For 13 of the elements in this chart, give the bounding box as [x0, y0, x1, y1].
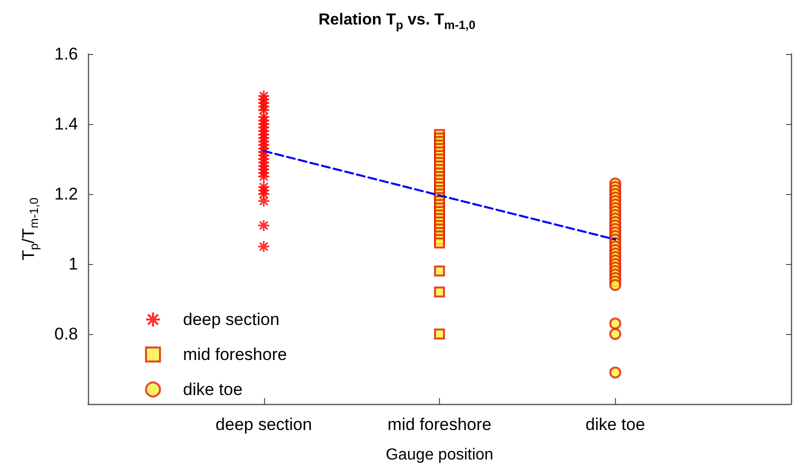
y-tick-label: 1.4 — [54, 114, 78, 134]
y-axis-title: Tp/Tm-1,0 — [19, 197, 41, 260]
legend-label: deep section — [183, 310, 280, 329]
x-tick-label: dike toe — [585, 415, 646, 434]
y-tick-label: 1.6 — [54, 44, 78, 64]
legend-label: mid foreshore — [183, 345, 287, 364]
legend-label: dike toe — [183, 380, 243, 399]
y-tick-label: 0.8 — [54, 324, 78, 344]
x-axis-title: Gauge position — [386, 446, 494, 464]
y-tick-label: 1.2 — [54, 184, 78, 204]
x-tick-label: deep section — [216, 415, 312, 434]
x-tick-label: mid foreshore — [388, 415, 492, 434]
y-tick-label: 1 — [68, 254, 78, 274]
